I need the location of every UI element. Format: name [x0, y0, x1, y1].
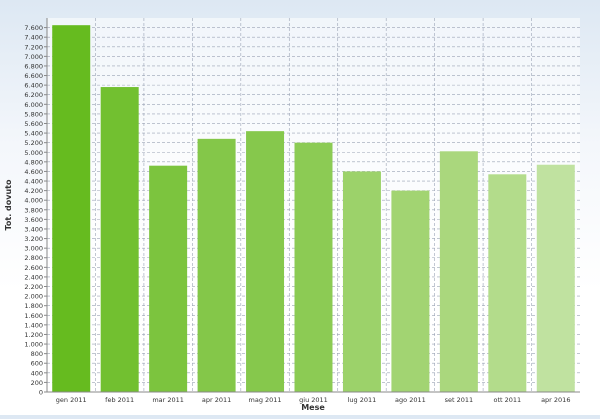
y-tick-label: 3.200	[24, 235, 43, 243]
bar	[488, 174, 527, 392]
y-tick-label: 5.000	[24, 149, 43, 157]
y-tick-label: 800	[31, 350, 43, 358]
y-tick-label: 7.400	[24, 34, 43, 42]
y-tick-label: 2.600	[24, 264, 43, 272]
y-tick-label: 5.800	[24, 110, 43, 118]
y-tick-label: 600	[31, 360, 43, 368]
bar	[52, 25, 91, 392]
y-tick-label: 7.600	[24, 24, 43, 32]
y-tick-label: 1.800	[24, 302, 43, 310]
y-tick-label: 1.400	[24, 321, 43, 329]
x-tick-label: set 2011	[445, 396, 474, 404]
bar	[439, 151, 478, 392]
y-tick-label: 1.200	[24, 331, 43, 339]
bar	[100, 87, 139, 393]
y-tick-label: 6.400	[24, 82, 43, 90]
bar	[294, 142, 333, 392]
x-tick-label: lug 2011	[348, 396, 377, 404]
x-tick-label: ago 2011	[395, 396, 426, 404]
bar	[342, 171, 381, 392]
bars	[52, 25, 575, 393]
x-tick-label: gen 2011	[56, 396, 87, 404]
y-axis-label: Tot. dovuto	[4, 179, 13, 230]
y-tick-label: 7.000	[24, 53, 43, 61]
axes	[46, 18, 580, 393]
y-tick-label: 6.000	[24, 101, 43, 109]
y-tick-label: 1.000	[24, 341, 43, 349]
y-tick-label: 6.200	[24, 91, 43, 99]
y-tick-label: 2.400	[24, 273, 43, 281]
x-axis-label: Mese	[301, 403, 325, 412]
y-tick-label: 3.600	[24, 216, 43, 224]
y-tick-label: 4.200	[24, 187, 43, 195]
y-tick-label: 5.400	[24, 130, 43, 138]
y-tick-label: 4.000	[24, 197, 43, 205]
y-tick-label: 4.400	[24, 178, 43, 186]
x-tick-label: ott 2011	[493, 396, 521, 404]
y-tick-label: 2.200	[24, 283, 43, 291]
y-tick-label: 2.800	[24, 254, 43, 262]
y-tick-label: 3.800	[24, 206, 43, 214]
y-tick-label: 2.000	[24, 293, 43, 301]
y-tick-label: 6.800	[24, 62, 43, 70]
y-tick-label: 3.000	[24, 245, 43, 253]
x-tick-label: feb 2011	[105, 396, 134, 404]
y-tick-label: 200	[31, 379, 43, 387]
bar	[246, 131, 285, 392]
x-tick-label: mag 2011	[249, 396, 282, 404]
y-tick-label: 400	[31, 369, 43, 377]
y-tick-label: 5.200	[24, 139, 43, 147]
bar	[391, 190, 430, 392]
x-tick-label: apr 2016	[541, 396, 570, 404]
y-tick-label: 4.800	[24, 158, 43, 166]
y-tick-label: 6.600	[24, 72, 43, 80]
y-tick-label: 1.600	[24, 312, 43, 320]
x-tick-label: mar 2011	[152, 396, 184, 404]
y-tick-labels: 02004006008001.0001.2001.4001.6001.8002.…	[24, 24, 47, 397]
y-tick-label: 5.600	[24, 120, 43, 128]
y-tick-label: 4.600	[24, 168, 43, 176]
bar	[149, 165, 188, 392]
y-tick-label: 3.400	[24, 225, 43, 233]
x-tick-labels: gen 2011 feb 2011 mar 2011 apr 2011 mag 2011…	[56, 396, 571, 404]
y-tick-label: 7.200	[24, 43, 43, 51]
bar	[197, 138, 236, 392]
y-tick-label: 0	[39, 389, 43, 397]
bar	[536, 164, 575, 392]
x-tick-label: apr 2011	[202, 396, 231, 404]
x-tick-label: giu 2011	[299, 396, 328, 404]
